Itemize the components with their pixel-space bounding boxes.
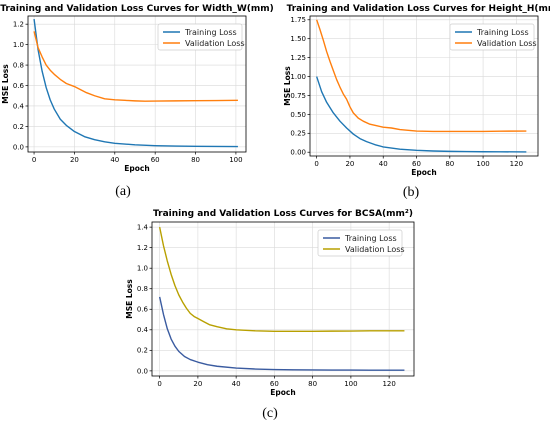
- series-line-training: [315, 76, 527, 153]
- series-line-training: [158, 296, 405, 371]
- figure-caption: (b): [403, 185, 420, 200]
- x-tick-label: 40: [110, 156, 119, 164]
- y-tick-label: 1.4: [137, 224, 149, 232]
- figure-caption: (c): [262, 406, 278, 421]
- y-tick-label: 0.2: [137, 347, 148, 355]
- y-tick-label: 0.8: [13, 61, 24, 69]
- y-tick-label: 1.00: [290, 73, 306, 81]
- series-line-validation: [158, 226, 405, 333]
- legend: Training Loss Validation Loss: [157, 23, 245, 51]
- y-tick-label: 0.4: [137, 326, 149, 334]
- y-axis-label: MSE Loss: [125, 279, 134, 319]
- x-tick-label: 60: [151, 156, 160, 164]
- y-tick-label: 0.50: [290, 111, 306, 119]
- series-line-validation: [33, 31, 238, 102]
- x-tick-label: 80: [445, 160, 454, 168]
- x-axis-label: Epoch: [270, 388, 295, 397]
- x-tick-label: 80: [308, 380, 317, 388]
- chart-title: Training and Validation Loss Curves for …: [287, 4, 550, 14]
- y-tick-label: 0.6: [13, 82, 25, 90]
- series-line-training: [33, 18, 238, 148]
- legend-label: Training Loss: [476, 28, 529, 37]
- x-tick-label: 20: [70, 156, 79, 164]
- y-tick-label: 1.0: [13, 41, 24, 49]
- y-tick-label: 0.75: [290, 92, 306, 100]
- x-tick-label: 80: [191, 156, 200, 164]
- x-tick-label: 0: [314, 160, 318, 168]
- chart-panel-1: 0 20 40 60 80 100 120 0.00 0.25 0.50 0.75 1.00 1.25 1…: [283, 4, 550, 200]
- x-tick-label: 100: [229, 156, 242, 164]
- x-tick-label: 20: [345, 160, 354, 168]
- y-tick-label: 0.0: [137, 367, 148, 375]
- series-line-validation: [315, 19, 527, 133]
- x-tick-label: 20: [193, 380, 202, 388]
- y-tick-label: 1.75: [290, 16, 306, 24]
- y-tick-label: 0.8: [137, 285, 148, 293]
- legend-label: Validation Loss: [477, 39, 537, 48]
- plot-frame: [309, 15, 539, 157]
- x-axis-label: Epoch: [411, 168, 436, 177]
- y-tick-label: 1.2: [137, 244, 148, 252]
- y-tick-label: 1.50: [290, 35, 306, 43]
- x-tick-label: 120: [510, 160, 523, 168]
- legend: Training Loss Validation Loss: [449, 23, 537, 51]
- y-axis-label: MSE Loss: [1, 64, 10, 104]
- y-tick-label: 0.25: [290, 130, 306, 138]
- x-axis-label: Epoch: [124, 164, 149, 173]
- chart-panel-2: 0 20 40 60 80 100 120 0.0 0.2 0.4 0.6 0.8 1.0 1.2 1.4 T…: [125, 209, 415, 421]
- chart-panel-0: 0 20 40 60 80 100 0.0 0.2 0.4 0.6 0.8 1.0 1.2 Trainin…: [0, 4, 274, 199]
- y-tick-label: 0.6: [137, 306, 149, 314]
- x-tick-label: 120: [382, 380, 395, 388]
- legend-label: Validation Loss: [345, 245, 405, 254]
- y-tick-label: 0.0: [13, 143, 24, 151]
- x-tick-label: 100: [476, 160, 489, 168]
- x-tick-label: 60: [270, 380, 279, 388]
- plot-frame: [27, 15, 247, 153]
- x-tick-label: 40: [232, 380, 241, 388]
- legend-label: Training Loss: [344, 234, 397, 243]
- x-tick-label: 0: [32, 156, 36, 164]
- y-tick-label: 0.00: [290, 149, 306, 157]
- figure-caption: (a): [115, 184, 131, 199]
- x-tick-label: 60: [412, 160, 421, 168]
- y-axis-label: MSE Loss: [283, 66, 292, 106]
- legend-label: Training Loss: [184, 28, 237, 37]
- y-tick-label: 1.2: [13, 21, 24, 29]
- y-tick-label: 0.4: [13, 102, 25, 110]
- legend-label: Validation Loss: [185, 39, 245, 48]
- y-tick-label: 0.2: [13, 123, 24, 131]
- legend: Training Loss Validation Loss: [317, 229, 405, 257]
- plot-frame: [151, 221, 415, 377]
- x-tick-label: 100: [344, 380, 357, 388]
- x-tick-label: 0: [157, 380, 161, 388]
- y-tick-label: 1.25: [290, 54, 306, 62]
- chart-title: Training and Validation Loss Curves for …: [0, 4, 274, 14]
- x-tick-label: 40: [379, 160, 388, 168]
- y-tick-label: 1.0: [137, 265, 148, 273]
- chart-title: Training and Validation Loss Curves for …: [153, 209, 413, 219]
